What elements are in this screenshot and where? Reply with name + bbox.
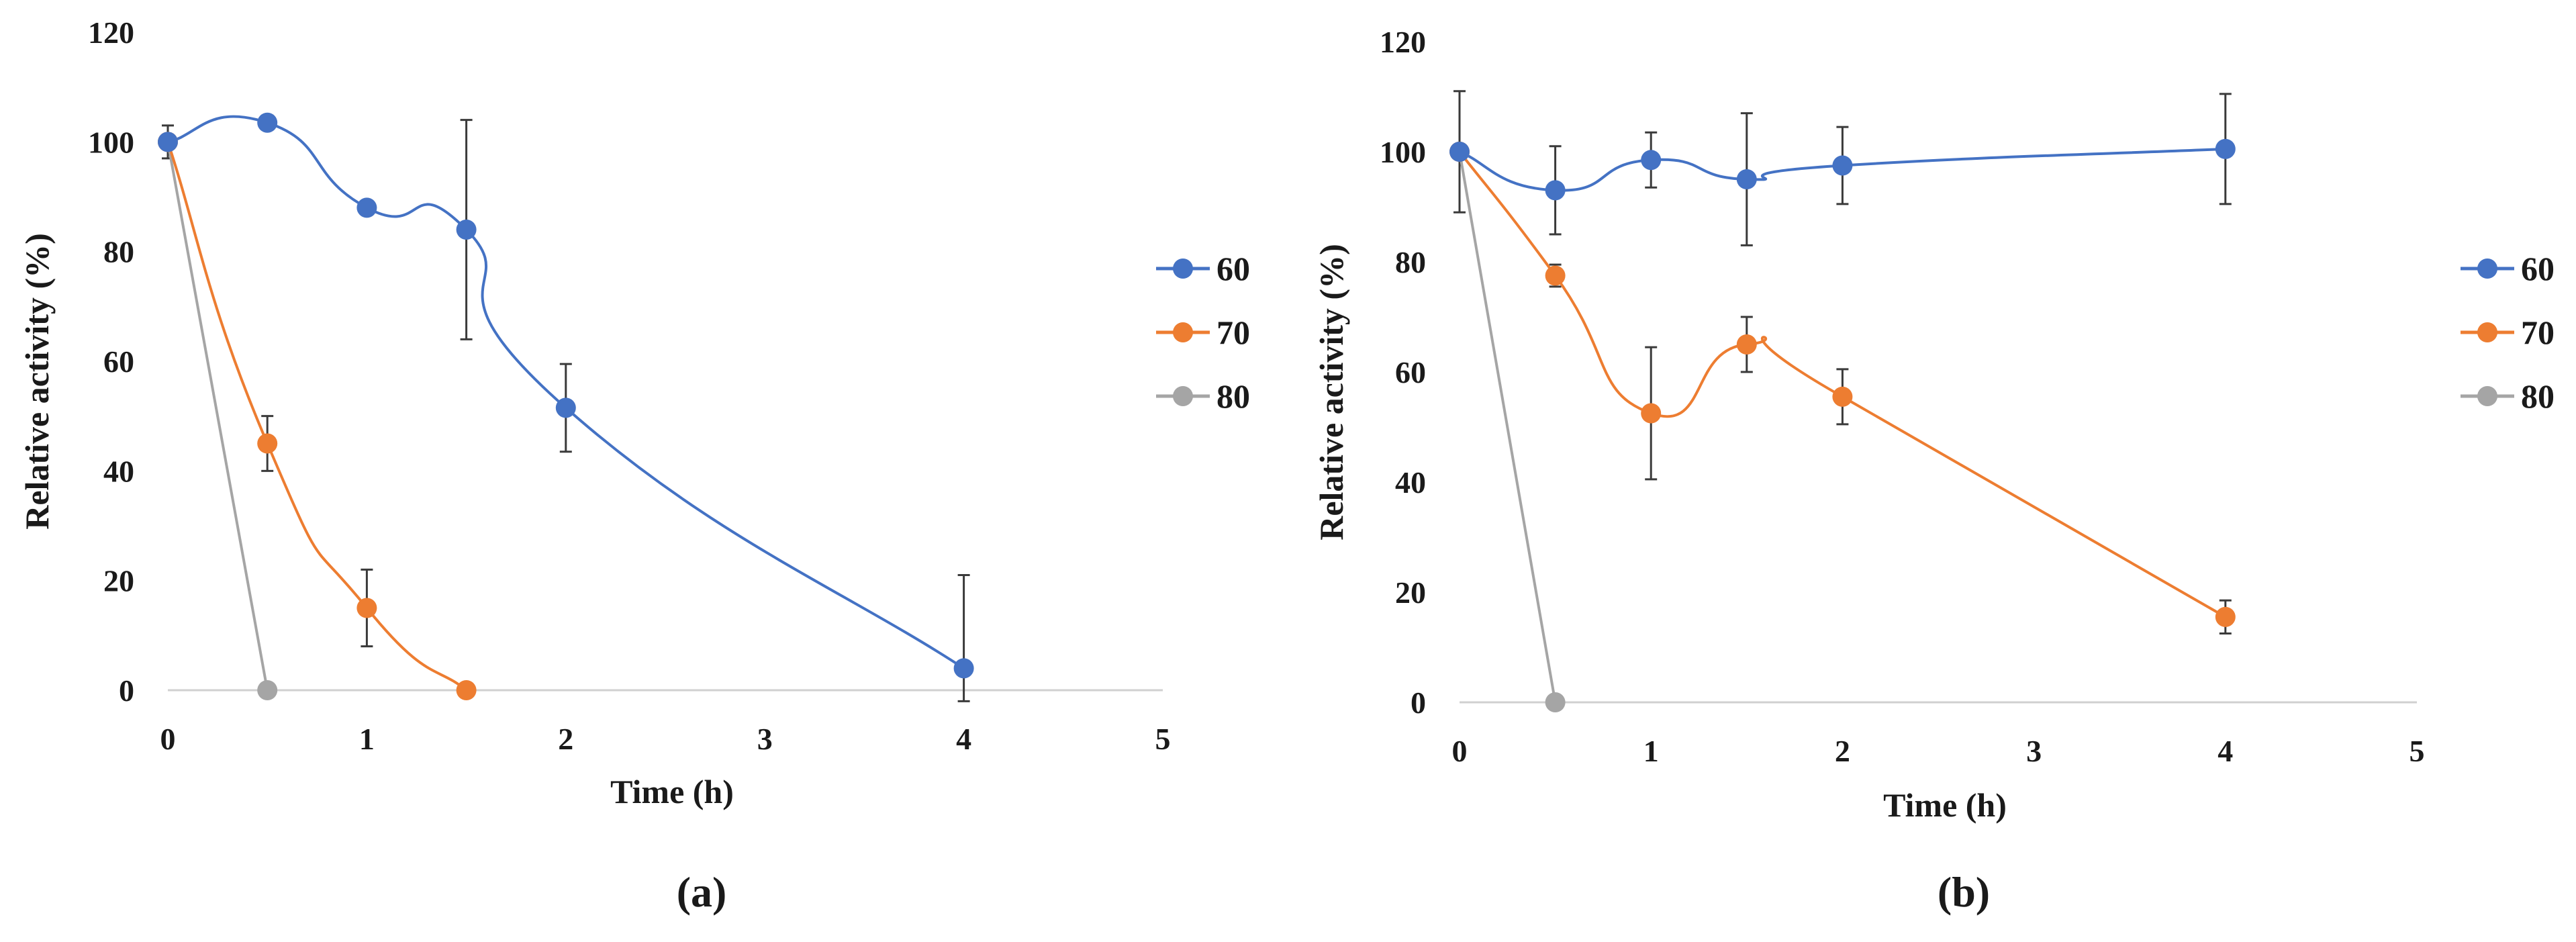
y-tick-label: 40: [103, 454, 134, 488]
x-tick-label: 5: [1155, 722, 1171, 756]
y-tick-label: 100: [88, 125, 134, 159]
legend-80-marker: [2477, 386, 2497, 406]
series-60-point: [953, 658, 974, 679]
x-tick-label: 4: [956, 722, 971, 756]
series-60-point: [356, 197, 377, 218]
series-70-point: [456, 680, 477, 700]
series-60-point: [1545, 180, 1566, 201]
y-tick-label: 20: [1395, 575, 1426, 610]
series-60-point: [1641, 150, 1662, 171]
y-tick-label: 120: [1380, 25, 1426, 59]
x-tick-label: 1: [1643, 734, 1659, 768]
y-axis-title: Relative activity (%): [1313, 244, 1350, 540]
series-70-point: [1545, 265, 1566, 286]
x-tick-label: 0: [1452, 734, 1468, 768]
legend-60-marker: [1173, 258, 1193, 279]
y-tick-label: 60: [1395, 355, 1426, 389]
series-60-point: [1832, 155, 1853, 176]
x-tick-label: 3: [757, 722, 773, 756]
x-axis-title: Time (h): [610, 773, 734, 810]
y-tick-label: 0: [119, 673, 134, 708]
legend-80-label: 80: [2521, 377, 2555, 415]
legend-70-label: 70: [2521, 314, 2555, 351]
y-axis-title: Relative activity (%): [18, 233, 56, 530]
legend-70-label: 70: [1217, 314, 1250, 351]
chart-b: 0 20 40 60 80 100 120 0 1 2 3 4 5 Time (h) Relative ac…: [1313, 25, 2555, 916]
series-60-point: [555, 397, 576, 418]
y-tick-label: 80: [103, 235, 134, 269]
chart-a: 0 20 40 60 80 100 120 0 1 2 3 4 5 Time (h) Relative ac…: [18, 15, 1250, 916]
x-tick-label: 3: [2026, 734, 2042, 768]
series-60-point: [456, 220, 477, 240]
x-tick-label: 4: [2217, 734, 2233, 768]
series-70-point: [257, 433, 278, 454]
series-80-point: [1545, 692, 1566, 712]
y-tick-label: 20: [103, 564, 134, 598]
series-70-point: [356, 598, 377, 618]
legend-80-marker: [1173, 386, 1193, 406]
panel-caption: (a): [677, 868, 727, 916]
legend-80-label: 80: [1217, 377, 1250, 415]
series-60-point: [257, 112, 278, 133]
legend-60-label: 60: [2521, 250, 2555, 287]
x-tick-label: 2: [558, 722, 573, 756]
y-tick-label: 40: [1395, 465, 1426, 500]
x-axis-title: Time (h): [1883, 786, 2007, 824]
series-80-line: [1458, 151, 1557, 703]
x-tick-label: 2: [1835, 734, 1850, 768]
legend-70-marker: [1173, 322, 1193, 342]
x-tick-label: 1: [359, 722, 375, 756]
series-60-point: [1736, 169, 1757, 189]
series-70-point: [1832, 386, 1853, 407]
series-80-point: [257, 680, 278, 700]
legend-60-marker: [2477, 258, 2497, 279]
series-60-point: [1449, 142, 1470, 162]
series-60-point: [2215, 138, 2236, 159]
panel-caption: (b): [1938, 868, 1990, 916]
y-tick-label: 0: [1411, 686, 1426, 720]
series-70-line: [166, 141, 467, 692]
series-70-point: [1736, 334, 1757, 355]
series-70-point: [2215, 606, 2236, 627]
x-tick-label: 5: [2410, 734, 2425, 768]
legend-60-label: 60: [1217, 250, 1250, 287]
legend-70-marker: [2477, 322, 2497, 342]
series-60-point: [158, 132, 178, 152]
series-70-point: [1641, 403, 1662, 424]
x-tick-label: 0: [160, 722, 176, 756]
series-80-line: [166, 141, 269, 691]
y-tick-label: 100: [1380, 135, 1426, 169]
y-tick-label: 80: [1395, 245, 1426, 279]
y-tick-label: 120: [88, 15, 134, 50]
y-tick-label: 60: [103, 344, 134, 379]
